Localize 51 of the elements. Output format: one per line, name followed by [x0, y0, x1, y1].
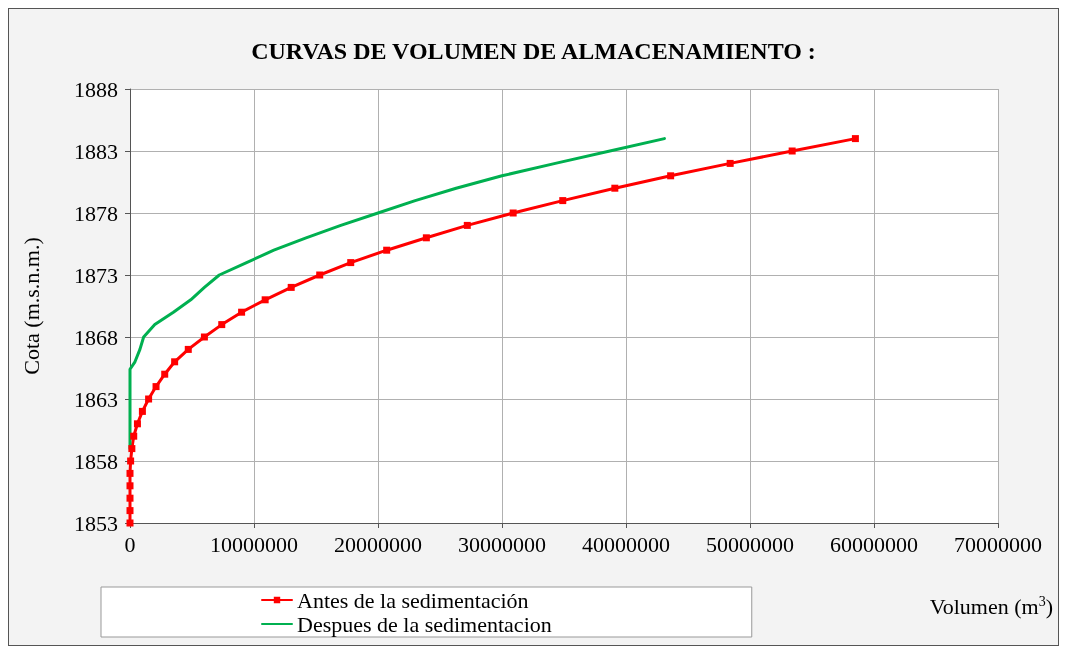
- point: [611, 184, 619, 192]
- point: [559, 197, 567, 205]
- point: [261, 296, 269, 304]
- point: [509, 209, 517, 217]
- x-tick-label: 30000000: [458, 531, 546, 557]
- point: [316, 271, 324, 279]
- chart-title: CURVAS DE VOLUMEN DE ALMACENAMIENTO :: [251, 38, 816, 64]
- point: [126, 469, 134, 477]
- y-tick-label: 1883: [74, 138, 118, 164]
- point: [145, 395, 153, 403]
- y-tick-label: 1873: [74, 262, 118, 288]
- point: [184, 345, 192, 353]
- point: [133, 420, 141, 428]
- x-tick-label: 50000000: [706, 531, 794, 557]
- y-tick-label: 1858: [74, 448, 118, 474]
- point: [126, 482, 134, 490]
- point: [127, 457, 135, 465]
- point: [238, 308, 246, 316]
- point: [126, 507, 134, 515]
- point: [218, 321, 226, 329]
- point: [200, 333, 208, 341]
- point: [161, 370, 169, 378]
- point: [726, 159, 734, 167]
- point: [383, 246, 391, 254]
- x-tick-label: 0: [124, 531, 136, 557]
- point: [851, 135, 859, 143]
- y-axis-title: Cota (m.s.n.m.): [18, 237, 44, 375]
- legend-label: Despues de la sedimentacion: [297, 611, 552, 637]
- y-tick-label: 1868: [74, 324, 118, 350]
- point: [126, 494, 134, 502]
- point: [128, 445, 136, 453]
- point: [463, 221, 471, 229]
- point: [287, 283, 295, 291]
- y-tick-label: 1853: [74, 510, 118, 536]
- point: [138, 407, 146, 415]
- x-tick-label: 10000000: [210, 531, 298, 557]
- x-tick-label: 20000000: [334, 531, 422, 557]
- point: [667, 172, 675, 180]
- x-tick-label: 60000000: [830, 531, 918, 557]
- point: [171, 358, 179, 366]
- point: [130, 432, 138, 440]
- point: [152, 383, 160, 391]
- legend-label: Antes de la sedimentación: [297, 587, 529, 613]
- point: [422, 234, 430, 242]
- point: [347, 259, 355, 267]
- y-tick-label: 1888: [74, 76, 118, 102]
- x-tick-label: 40000000: [582, 531, 670, 557]
- y-tick-label: 1878: [74, 200, 118, 226]
- y-tick-label: 1863: [74, 386, 118, 412]
- point: [788, 147, 796, 155]
- x-tick-label: 70000000: [954, 531, 1042, 557]
